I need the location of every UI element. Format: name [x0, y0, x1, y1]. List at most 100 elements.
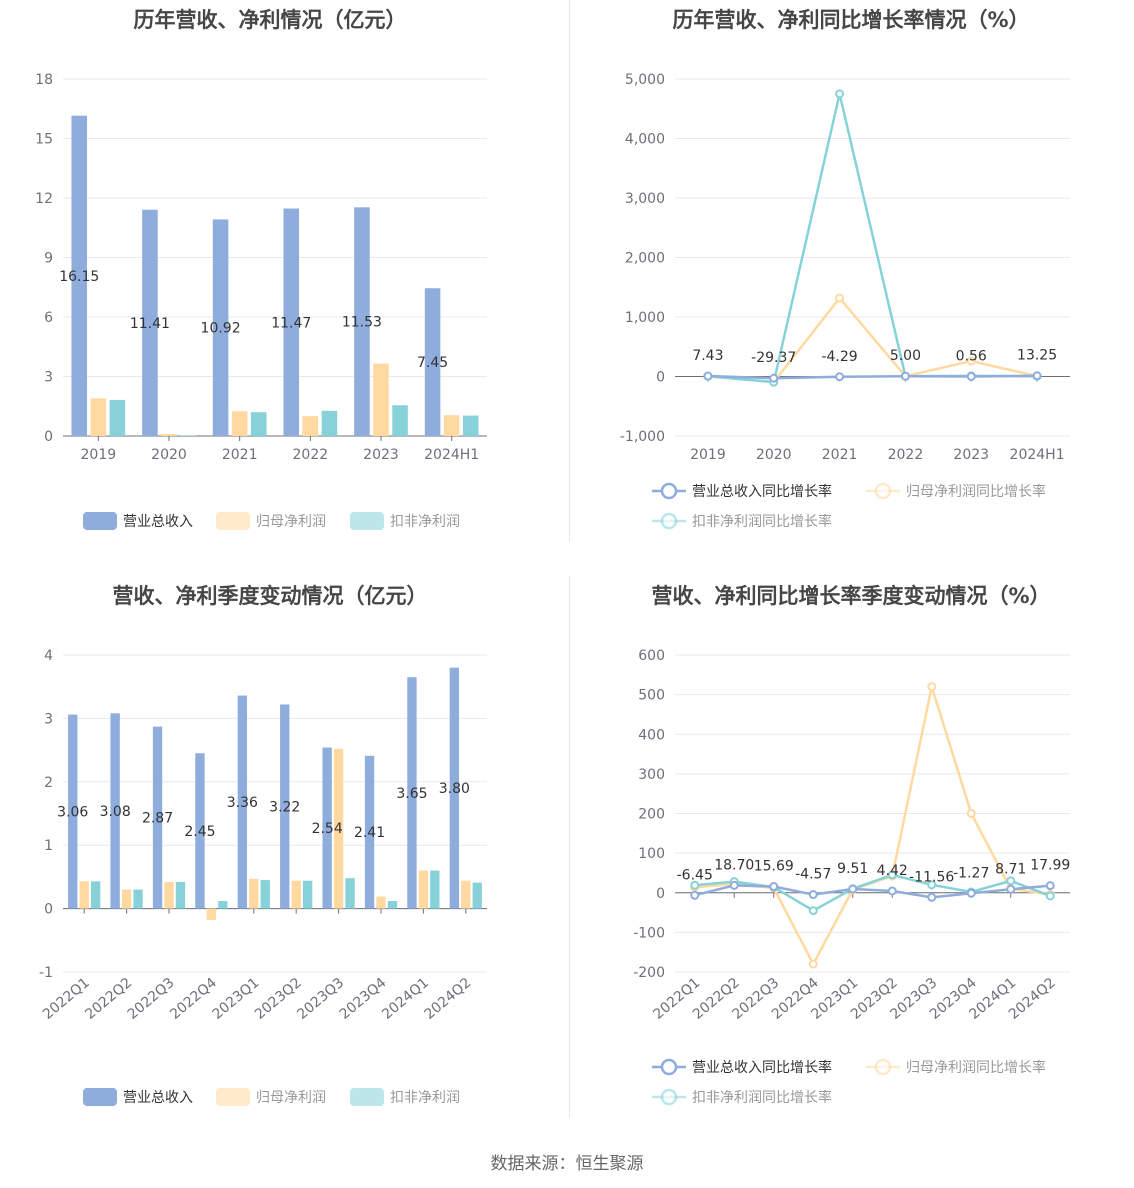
legend-swatch: [83, 512, 117, 530]
y-tick-label: 600: [638, 648, 665, 664]
bar-deducted-profit: [109, 399, 126, 436]
legend-marker: [874, 482, 892, 500]
line-point-deducted-profit: [690, 880, 700, 890]
line-point-revenue: [927, 892, 937, 902]
line-point-deducted-profit: [887, 870, 897, 880]
series-line-revenue: [694, 884, 1051, 899]
bar-deducted-profit: [462, 415, 479, 436]
bar-revenue: [424, 288, 441, 436]
y-tick-label: 500: [638, 688, 665, 704]
legend-label: 扣非净利润同比增长率: [692, 513, 832, 530]
legend-swatch: [216, 512, 250, 530]
bar-data-label: 11.53: [342, 315, 382, 331]
bar-revenue: [364, 755, 375, 909]
line-data-label: -4.29: [821, 349, 857, 365]
bar-revenue: [68, 714, 78, 909]
chart-root: 历年营收、净利情况（亿元） 0 3 6 9 12 15 18 2019 2020 2021 2022 2…: [35, 8, 487, 530]
line-point-revenue: [966, 888, 976, 898]
bar-revenue: [354, 207, 370, 436]
bar-revenue: [449, 667, 460, 909]
bar-revenue: [280, 704, 290, 909]
legend-label: 营业总收入同比增长率: [692, 483, 832, 500]
bar-data-label: 3.22: [269, 800, 300, 816]
series-line-revenue: [707, 374, 1038, 380]
y-tick-label: 3: [44, 370, 53, 386]
y-tick-label: 1,000: [625, 310, 665, 326]
line-point-revenue: [690, 890, 700, 900]
line-data-label: 8.71: [995, 861, 1026, 877]
bar-net-profit: [333, 748, 344, 909]
legend-marker: [660, 1088, 678, 1106]
bar-deducted-profit: [260, 880, 270, 909]
line-data-label: 9.51: [837, 861, 868, 877]
x-tick-label: 2024Q1: [379, 975, 432, 1023]
bar-net-profit: [79, 881, 89, 909]
chart-root: 营收、净利同比增长率季度变动情况（%） -200 -100 0 100 200 300 400…: [633, 584, 1070, 1106]
legend-swatch: [350, 512, 384, 530]
legend-swatch: [83, 1088, 117, 1106]
x-tick-label: 2022Q2: [82, 975, 135, 1023]
line-data-label: -29.37: [751, 350, 796, 366]
bar-deducted-profit: [387, 900, 398, 909]
legend-marker: [660, 482, 678, 500]
bar-net-profit: [164, 881, 174, 909]
line-point-revenue: [966, 371, 976, 381]
bar-revenue: [110, 713, 120, 909]
line-point-net-profit: [966, 356, 976, 366]
x-tick-label: 2023Q3: [294, 975, 347, 1023]
line-data-label: -4.57: [795, 867, 831, 883]
bar-revenue: [322, 747, 332, 909]
legend-label: 营业总收入: [123, 514, 193, 530]
bar-deducted-profit: [250, 412, 267, 436]
chart-annual-amounts: 历年营收、净利情况（亿元） 0 3 6 9 12 15 18 2019 2020 2021 2022 2…: [0, 0, 567, 576]
line-point-net-profit: [835, 293, 845, 303]
y-tick-label: 0: [656, 886, 665, 902]
quarterly-amounts-svg: 营收、净利季度变动情况（亿元） -1 0 1 2 3 4 2022Q12022Q22022Q3…: [39, 584, 487, 1106]
y-tick-label: 15: [35, 132, 53, 148]
legend-label: 归母净利润同比增长率: [906, 483, 1046, 500]
chart-title: 营收、净利季度变动情况（亿元）: [113, 584, 428, 608]
line-point-revenue: [769, 882, 779, 892]
bar-data-label: 11.41: [130, 316, 170, 332]
bar-revenue: [152, 726, 163, 909]
line-point-revenue: [900, 371, 910, 381]
bar-data-label: 2.54: [312, 821, 343, 837]
chart-annual-growth: 历年营收、净利同比增长率情况（%） -1,000 0 1,000 2,000 3,000 4…: [567, 0, 1134, 576]
series-line-deducted-profit: [694, 873, 1051, 913]
line-data-label: 13.25: [1017, 348, 1057, 364]
y-tick-label: 300: [638, 767, 665, 783]
series-line-net-profit: [707, 295, 1038, 384]
y-tick-label: 4,000: [625, 132, 665, 148]
line-point-net-profit: [966, 809, 976, 818]
x-tick-label: 2024H1: [1010, 447, 1065, 463]
x-tick-label: 2022: [293, 447, 329, 463]
bar-deducted-profit: [180, 435, 196, 436]
y-tick-label: 0: [44, 902, 53, 918]
chart-quarterly-amounts: 营收、净利季度变动情况（亿元） -1 0 1 2 3 4 2022Q1 2022Q2 2022Q3…: [0, 576, 567, 1152]
y-tick-label: 400: [638, 727, 665, 743]
x-tick-label: 2024Q2: [422, 975, 475, 1023]
bar-deducted-profit: [321, 410, 338, 436]
line-point-revenue: [808, 890, 818, 900]
x-tick-label: 2024H1: [424, 447, 479, 463]
legend-marker: [874, 1058, 892, 1076]
x-tick-label: 2020: [756, 447, 792, 463]
bar-data-label: 2.41: [354, 825, 385, 841]
legend-marker: [660, 512, 678, 530]
bar-data-label: 11.47: [271, 315, 311, 331]
bar-deducted-profit: [430, 870, 440, 909]
bar-deducted-profit: [345, 878, 355, 909]
x-tick-label: 2021: [222, 447, 258, 463]
line-data-label: 15.69: [754, 859, 794, 875]
legend-label: 扣非净利润: [390, 1090, 460, 1106]
y-tick-label: 3: [44, 711, 53, 727]
bar-net-profit: [90, 398, 107, 436]
bar-revenue: [237, 695, 248, 909]
bar-deducted-profit: [302, 880, 313, 909]
line-data-label: -11.56: [909, 869, 954, 885]
line-point-deducted-profit: [1045, 891, 1055, 901]
legend-swatch: [350, 1088, 384, 1106]
y-tick-label: 9: [44, 251, 53, 267]
x-tick-label: 2022Q3: [125, 975, 178, 1023]
bar-data-label: 7.45: [417, 355, 448, 371]
